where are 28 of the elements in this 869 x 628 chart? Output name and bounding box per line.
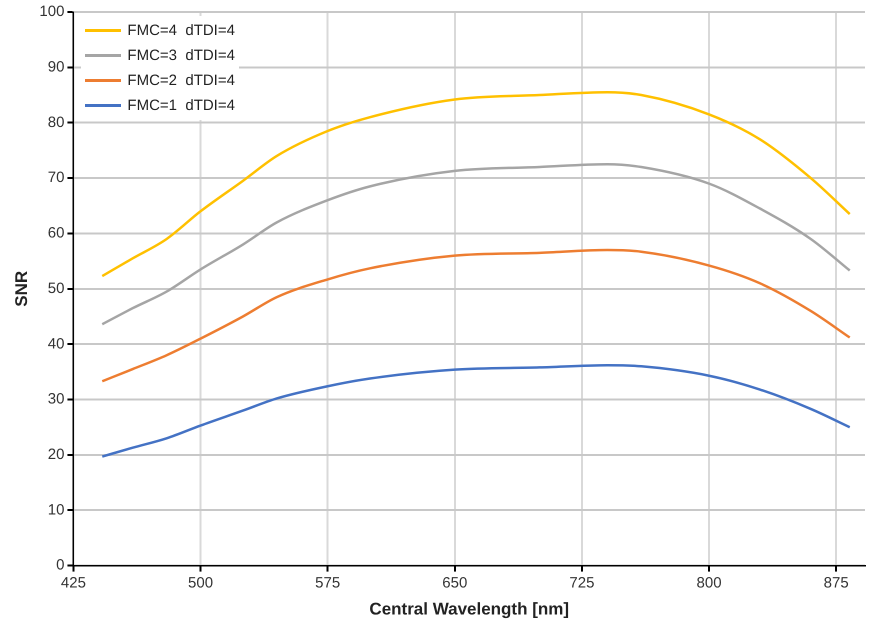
x-tick-label: 575 (315, 574, 340, 592)
y-tick-label: 100 (39, 3, 64, 20)
x-tick-label: 425 (60, 574, 86, 592)
line-series (100, 364, 851, 458)
legend-label: FMC=3 dTDI=4 (127, 47, 235, 64)
y-axis-title: SNR (12, 270, 31, 307)
y-tick-label: 10 (48, 501, 64, 518)
line-series (100, 162, 851, 326)
y-tick-label: 30 (48, 390, 64, 408)
x-tick-label: 725 (569, 574, 594, 592)
y-tick-label: 0 (56, 556, 64, 574)
y-tick-label: 50 (48, 280, 64, 297)
y-tick-label: 40 (48, 335, 64, 352)
y-tick-label: 90 (48, 58, 64, 76)
x-axis-title: Central Wavelength [nm] (369, 599, 570, 618)
legend-label: FMC=2 dTDI=4 (127, 72, 235, 89)
y-tick-label: 20 (48, 446, 64, 464)
line-series (100, 91, 851, 278)
line-series (100, 248, 851, 382)
legend-label: FMC=4 dTDI=4 (127, 22, 235, 39)
x-tick-label: 875 (824, 574, 849, 592)
x-tick-label: 500 (188, 574, 214, 592)
y-tick-label: 80 (48, 114, 64, 131)
x-tick-label: 650 (442, 574, 468, 592)
y-tick-label: 70 (48, 169, 64, 186)
legend-label: FMC=1 dTDI=4 (127, 97, 235, 114)
x-tick-label: 800 (696, 574, 722, 592)
y-tick-label: 60 (48, 224, 64, 242)
